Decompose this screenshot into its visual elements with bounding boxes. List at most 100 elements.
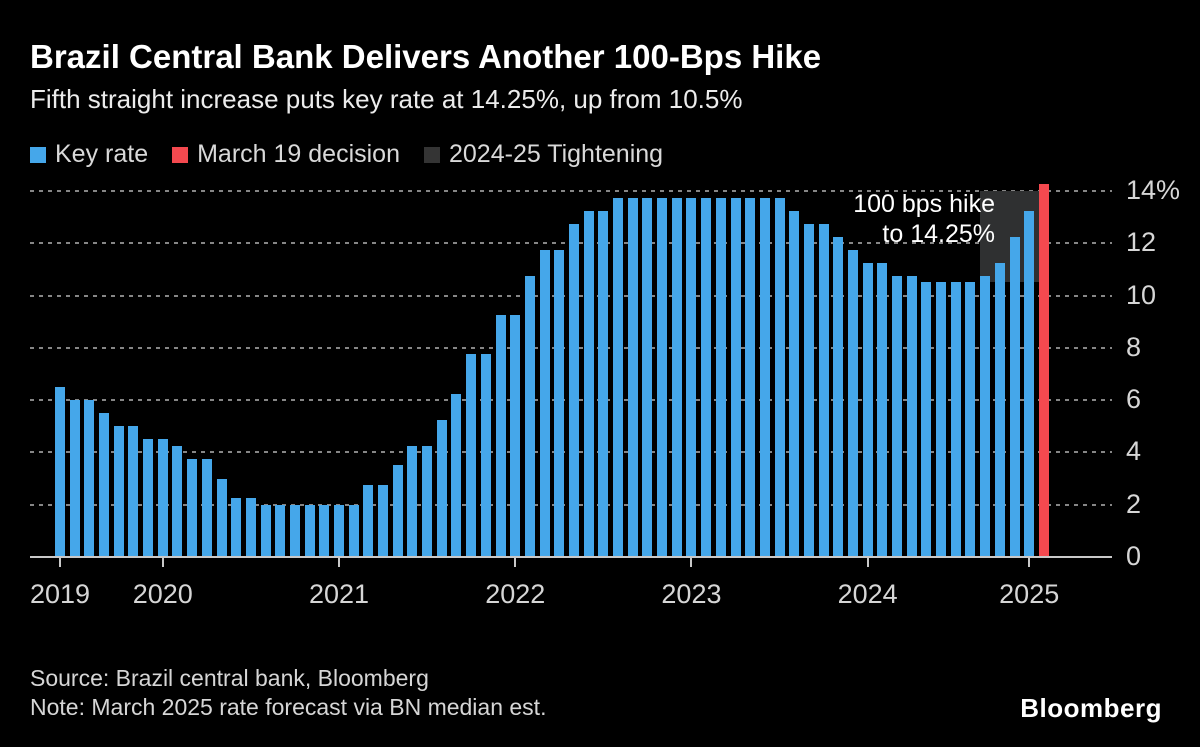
x-axis-label: 2020	[132, 579, 193, 609]
key-rate-bar	[187, 458, 198, 557]
key-rate-bar	[216, 478, 227, 557]
x-axis-label: 2019	[29, 579, 91, 609]
legend-item-key-rate: Key rate	[30, 140, 148, 169]
key-rate-bar	[554, 249, 565, 557]
key-rate-bar	[936, 282, 947, 557]
annotation-line-2: to 14.25%	[882, 220, 995, 248]
chart-annotation: 100 bps hike to 14.25%	[853, 189, 995, 249]
x-axis-tick	[1028, 558, 1031, 567]
chart-title: Brazil Central Bank Delivers Another 100…	[30, 38, 822, 75]
key-rate-bar	[568, 223, 579, 557]
key-rate-bar	[510, 315, 521, 557]
key-rate-bar	[436, 419, 447, 557]
y-axis-label: 4	[1126, 436, 1142, 467]
grid-line	[30, 189, 1112, 192]
key-rate-bar	[759, 197, 770, 557]
key-rate-bar	[950, 282, 961, 557]
x-axis-tick	[161, 558, 164, 567]
x-axis-label: 2022	[485, 579, 546, 609]
key-rate-bar	[627, 197, 638, 557]
key-rate-bar	[613, 197, 624, 557]
key-rate-bar	[495, 315, 506, 557]
key-rate-bar	[847, 249, 858, 557]
key-rate-bar	[378, 485, 389, 557]
key-rate-swatch-icon	[30, 146, 46, 163]
key-rate-bar	[69, 400, 80, 557]
note-text: Note: March 2025 rate forecast via BN me…	[30, 694, 547, 720]
key-rate-bar	[392, 465, 403, 557]
key-rate-bar	[862, 262, 873, 557]
legend-label: 2024-25 Tightening	[449, 140, 664, 168]
key-rate-bar	[348, 504, 359, 557]
key-rate-bar	[994, 262, 1005, 557]
legend-item-tightening: 2024-25 Tightening	[424, 140, 663, 169]
key-rate-bar	[319, 504, 330, 557]
key-rate-bar	[84, 400, 95, 557]
x-axis-label: 2023	[661, 579, 722, 609]
key-rate-bar	[143, 439, 154, 557]
chart-subtitle: Fifth straight increase puts key rate at…	[30, 84, 743, 114]
key-rate-bar	[921, 282, 932, 557]
x-axis-tick	[866, 558, 869, 567]
key-rate-bar	[1024, 210, 1035, 557]
key-rate-bar	[157, 439, 168, 557]
x-axis-label: 2024	[837, 579, 898, 609]
x-axis-line	[30, 556, 1112, 558]
key-rate-bar	[980, 275, 991, 557]
key-rate-bar	[598, 210, 609, 557]
decision-bar	[1038, 184, 1049, 557]
key-rate-bar	[275, 504, 286, 557]
key-rate-bar	[451, 393, 462, 557]
y-axis-label: 10	[1126, 279, 1157, 310]
key-rate-bar	[407, 445, 418, 557]
key-rate-bar	[657, 197, 668, 557]
key-rate-bar	[730, 197, 741, 557]
legend-item-march-19-decision: March 19 decision	[172, 140, 400, 169]
key-rate-bar	[774, 197, 785, 557]
annotation-line-1: 100 bps hike	[853, 190, 995, 218]
key-rate-bar	[701, 197, 712, 557]
y-axis-label: 6	[1126, 384, 1142, 415]
key-rate-bar	[965, 282, 976, 557]
key-rate-bar	[715, 197, 726, 557]
legend-label: Key rate	[55, 140, 149, 168]
y-axis-label: 8	[1126, 331, 1142, 362]
y-axis-label: 12	[1126, 227, 1157, 258]
key-rate-bar	[671, 197, 682, 557]
key-rate-bar	[686, 197, 697, 557]
key-rate-bar	[245, 498, 256, 557]
key-rate-bar	[231, 498, 242, 557]
x-axis-tick	[338, 558, 340, 567]
legend: Key rate March 19 decision 2024-25 Tight…	[30, 140, 663, 169]
key-rate-bar	[803, 223, 814, 557]
key-rate-bar	[539, 249, 550, 557]
legend-label: March 19 decision	[197, 140, 400, 168]
y-axis-label: 2	[1126, 488, 1142, 519]
tightening-swatch-icon	[424, 146, 440, 163]
key-rate-bar	[334, 504, 344, 557]
y-axis-label: 14%	[1126, 174, 1181, 205]
x-axis-label: 2025	[999, 579, 1060, 609]
key-rate-bar	[99, 413, 110, 557]
key-rate-bar	[55, 387, 65, 557]
key-rate-bar	[818, 223, 829, 557]
source-text: Source: Brazil central bank, Bloomberg	[30, 665, 429, 691]
key-rate-bar	[422, 445, 433, 557]
key-rate-bar	[172, 445, 183, 557]
key-rate-bar	[877, 262, 888, 557]
x-axis-tick	[690, 558, 693, 567]
key-rate-bar	[745, 197, 756, 557]
key-rate-bar	[113, 426, 124, 557]
key-rate-bar	[1009, 236, 1020, 557]
key-rate-bar	[524, 275, 535, 557]
key-rate-bar	[480, 354, 491, 557]
key-rate-bar	[583, 210, 594, 557]
x-axis-tick	[59, 558, 61, 567]
key-rate-bar	[789, 210, 800, 557]
bloomberg-logo: Bloomberg	[1020, 693, 1162, 723]
x-axis-tick	[514, 558, 517, 567]
key-rate-bar	[128, 426, 139, 557]
key-rate-bar	[892, 275, 903, 557]
